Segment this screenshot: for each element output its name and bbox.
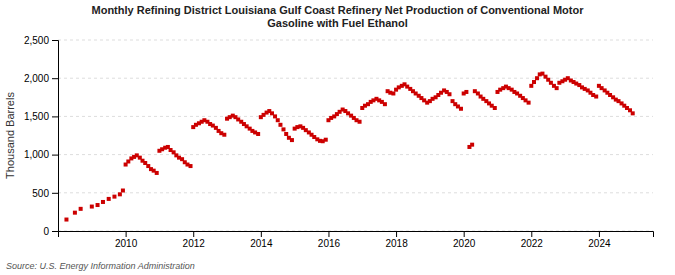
point bbox=[112, 195, 116, 199]
tick-mark bbox=[328, 231, 329, 237]
tick-mark bbox=[52, 78, 58, 79]
point bbox=[459, 107, 463, 111]
tick-label: 2,000 bbox=[24, 73, 49, 84]
point bbox=[278, 123, 282, 127]
grid-line bbox=[58, 40, 653, 41]
point bbox=[631, 111, 635, 115]
point bbox=[358, 120, 362, 124]
annotation: Source: U.S. Energy Information Administ… bbox=[6, 261, 195, 271]
x-axis: 2010 2012 2014 2016 2018 2020 2022 2024 bbox=[59, 231, 654, 249]
points bbox=[64, 72, 634, 222]
point bbox=[281, 127, 285, 131]
point bbox=[155, 171, 159, 175]
tick: 2010 bbox=[115, 231, 138, 249]
point bbox=[383, 102, 387, 106]
point bbox=[107, 197, 111, 201]
point bbox=[273, 114, 277, 118]
tick: 2018 bbox=[385, 231, 408, 249]
point bbox=[447, 92, 451, 96]
tick-label: 2014 bbox=[250, 238, 273, 249]
tick-mark bbox=[126, 231, 127, 237]
tick-label: 0 bbox=[43, 226, 49, 237]
tick-mark bbox=[52, 40, 58, 41]
point bbox=[96, 203, 100, 207]
point bbox=[529, 84, 533, 88]
tick-mark bbox=[396, 231, 397, 237]
title: Monthly Refining District Louisiana Gulf… bbox=[92, 4, 585, 29]
point bbox=[532, 80, 536, 84]
point bbox=[256, 132, 260, 136]
chart: 0 500 1,000 1,500 2,000 2,500 2010 2012 2014 2016… bbox=[0, 0, 675, 275]
point bbox=[324, 138, 328, 142]
tick-label: 1,500 bbox=[24, 111, 49, 122]
point bbox=[594, 95, 598, 99]
plot: 0 500 1,000 1,500 2,000 2,500 2010 2012 2014 2016… bbox=[24, 35, 654, 249]
point bbox=[79, 207, 83, 211]
point bbox=[555, 86, 559, 90]
tick: 2012 bbox=[183, 231, 206, 249]
tick-label: 2,500 bbox=[24, 35, 49, 46]
tick-label: 2018 bbox=[385, 238, 408, 249]
point bbox=[284, 132, 288, 136]
y-axis: 0 500 1,000 1,500 2,000 2,500 bbox=[24, 35, 59, 237]
tick-mark bbox=[52, 116, 58, 117]
point bbox=[464, 90, 468, 94]
tick: 2022 bbox=[521, 231, 544, 249]
tick: 500 bbox=[32, 188, 58, 199]
y-axis-label: Thousand Barrels bbox=[4, 92, 16, 179]
tick-label: 2010 bbox=[115, 238, 138, 249]
tick-mark bbox=[52, 155, 58, 156]
point bbox=[391, 91, 395, 95]
tick-mark bbox=[464, 231, 465, 237]
tick: 2024 bbox=[588, 231, 611, 249]
tick: 1,000 bbox=[24, 149, 58, 160]
tick-label: 2020 bbox=[453, 238, 476, 249]
point bbox=[118, 192, 122, 196]
tick: 2020 bbox=[453, 231, 476, 249]
grid-line bbox=[58, 154, 653, 155]
point bbox=[73, 211, 77, 215]
tick: 2,500 bbox=[24, 35, 58, 46]
grid-line bbox=[58, 192, 653, 193]
axis-line bbox=[59, 232, 654, 238]
tick-label: 1,000 bbox=[24, 149, 49, 160]
tick-label: 500 bbox=[32, 188, 49, 199]
tick-label: 2024 bbox=[588, 238, 611, 249]
point bbox=[64, 218, 68, 222]
tick: 0 bbox=[43, 226, 58, 237]
axis-line bbox=[52, 41, 59, 232]
point bbox=[90, 205, 94, 209]
point bbox=[527, 101, 531, 105]
point bbox=[290, 138, 294, 142]
tick: 2016 bbox=[318, 231, 341, 249]
point bbox=[493, 106, 497, 110]
tick: 1,500 bbox=[24, 111, 58, 122]
point bbox=[276, 118, 280, 122]
point bbox=[222, 133, 226, 137]
tick-mark bbox=[52, 231, 58, 232]
point bbox=[470, 143, 474, 147]
point bbox=[535, 76, 539, 80]
tick-label: 2012 bbox=[183, 238, 206, 249]
point bbox=[121, 189, 125, 193]
grid bbox=[58, 40, 653, 231]
tick-mark bbox=[261, 231, 262, 237]
point bbox=[101, 200, 105, 204]
tick-mark bbox=[193, 231, 194, 237]
tick-mark bbox=[531, 231, 532, 237]
tick: 2,000 bbox=[24, 73, 58, 84]
tick-label: 2022 bbox=[521, 238, 544, 249]
tick-mark bbox=[52, 193, 58, 194]
tick: 2014 bbox=[250, 231, 273, 249]
tick-mark bbox=[599, 231, 600, 237]
tick-label: 2016 bbox=[318, 238, 341, 249]
point bbox=[189, 164, 193, 168]
